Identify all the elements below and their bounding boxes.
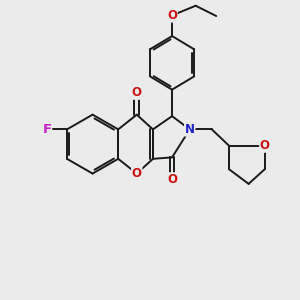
Text: O: O [260,139,270,152]
Text: O: O [167,9,177,22]
Text: F: F [42,123,52,136]
Text: N: N [185,123,195,136]
Text: O: O [132,86,142,99]
Text: O: O [167,173,177,186]
Text: O: O [132,167,142,180]
